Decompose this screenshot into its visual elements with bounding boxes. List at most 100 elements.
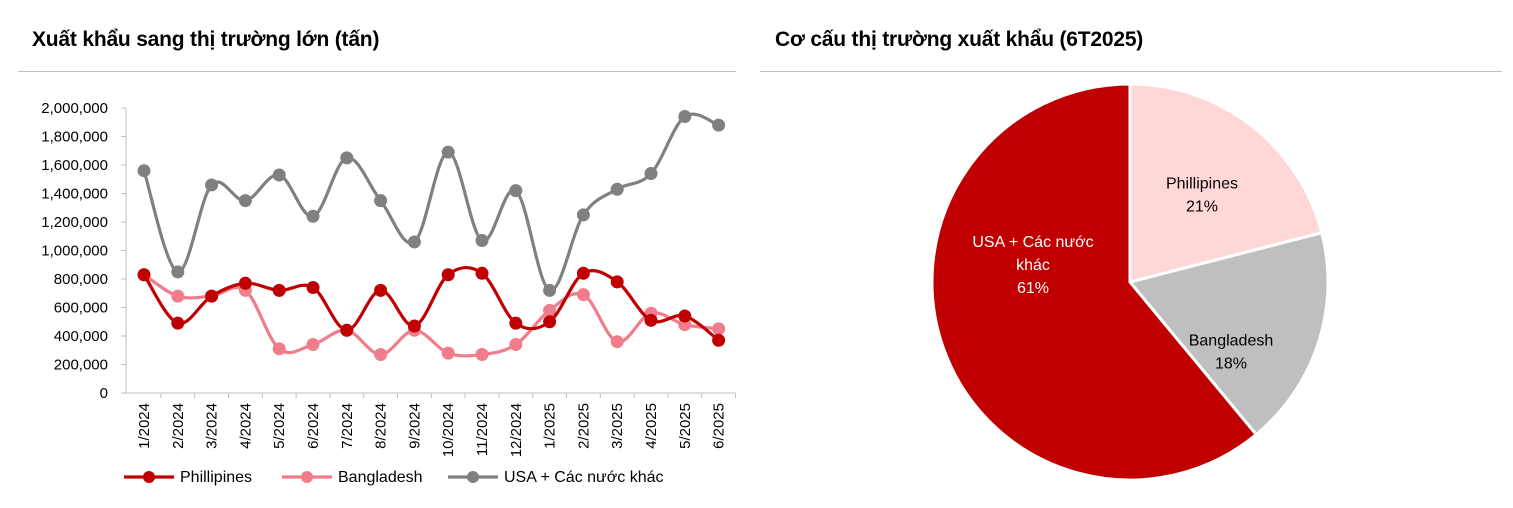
series-line [142, 112, 720, 292]
pie-slice [1128, 82, 1324, 284]
data-point [543, 283, 557, 297]
slice-label: Phillipines 21% [1166, 176, 1238, 216]
data-point [543, 303, 557, 317]
legend-label: Phillipines [180, 469, 252, 486]
x-tick-label: 10/2024 [440, 403, 457, 457]
data-point [610, 182, 624, 196]
data-point [576, 266, 590, 280]
data-point [644, 313, 658, 327]
left-title-divider [18, 71, 736, 72]
y-tick-label: 1,800,000 [41, 129, 108, 146]
data-point [678, 309, 692, 323]
slice-label: Bangladesh 18% [1189, 333, 1274, 373]
data-point [441, 346, 455, 360]
series-2 [137, 110, 726, 297]
x-tick-label: 2/2024 [170, 403, 187, 449]
y-tick-label: 600,000 [54, 300, 108, 317]
y-tick-label: 1,000,000 [41, 243, 108, 260]
data-point [475, 266, 489, 280]
slice-label: USA + Các nước khác 61% [972, 234, 1093, 297]
x-tick-label: 4/2025 [643, 403, 660, 449]
data-point [441, 268, 455, 282]
data-point [509, 184, 523, 198]
y-tick-label: 1,600,000 [41, 157, 108, 174]
data-point [272, 168, 286, 182]
data-point [137, 268, 151, 282]
y-tick-label: 800,000 [54, 271, 108, 288]
x-tick-label: 3/2025 [609, 403, 626, 449]
legend-label: Bangladesh [338, 469, 423, 486]
x-tick-label: 1/2024 [136, 403, 153, 449]
x-tick-label: 4/2024 [237, 403, 254, 449]
data-point [610, 275, 624, 289]
x-tick-label: 6/2025 [711, 403, 728, 449]
data-point [678, 110, 692, 124]
data-point [407, 319, 421, 333]
data-point [374, 348, 388, 362]
data-point [171, 265, 185, 279]
data-point [712, 322, 726, 336]
y-tick-label: 2,000,000 [41, 100, 108, 117]
data-point [712, 333, 726, 347]
data-point [509, 338, 523, 352]
data-point [374, 283, 388, 297]
data-point [712, 118, 726, 132]
legend-label: USA + Các nước khác [504, 469, 664, 486]
data-point [509, 316, 523, 330]
legend-swatch-marker [143, 471, 155, 483]
line-chart-title: Xuất khẩu sang thị trường lớn (tấn) [32, 28, 380, 51]
y-tick-label: 1,200,000 [41, 214, 108, 231]
data-point [644, 167, 658, 181]
y-tick-label: 200,000 [54, 357, 108, 374]
series-0 [137, 265, 726, 347]
data-point [238, 276, 252, 290]
data-point [272, 342, 286, 356]
data-point [576, 288, 590, 302]
x-tick-label: 5/2025 [677, 403, 694, 449]
data-point [171, 316, 185, 330]
data-point [306, 338, 320, 352]
data-point [374, 194, 388, 208]
data-point [205, 289, 219, 303]
data-point [272, 283, 286, 297]
legend-item: USA + Các nước khác [448, 469, 664, 486]
right-title-divider [760, 71, 1502, 72]
data-point [610, 335, 624, 349]
data-point [306, 281, 320, 295]
series-1 [137, 268, 726, 362]
x-tick-label: 9/2024 [406, 403, 423, 449]
y-tick-label: 400,000 [54, 328, 108, 345]
data-point [441, 145, 455, 159]
x-tick-label: 7/2024 [339, 403, 356, 449]
y-tick-label: 1,400,000 [41, 186, 108, 203]
data-point [137, 164, 151, 178]
data-point [475, 348, 489, 362]
legend-swatch-marker [467, 471, 479, 483]
data-point [306, 209, 320, 223]
data-point [576, 208, 590, 222]
data-point [543, 315, 557, 329]
x-tick-label: 6/2024 [305, 403, 322, 449]
data-point [238, 194, 252, 208]
x-tick-label: 5/2024 [271, 403, 288, 449]
x-tick-label: 2/2025 [575, 403, 592, 449]
x-tick-label: 8/2024 [373, 403, 390, 449]
data-point [340, 323, 354, 337]
data-point [475, 234, 489, 248]
x-tick-label: 3/2024 [204, 403, 221, 449]
data-point [205, 178, 219, 192]
pie-slice [1127, 230, 1330, 437]
pie-chart: Phillipines 21% Bangladesh 18% USA + Các nướ… [930, 82, 1330, 482]
legend-swatch-marker [301, 471, 313, 483]
x-tick-label: 12/2024 [508, 403, 525, 457]
pie-chart-title: Cơ cấu thị trường xuất khẩu (6T2025) [775, 28, 1144, 51]
data-point [171, 289, 185, 303]
x-tick-label: 1/2025 [542, 403, 559, 449]
legend-item: Phillipines [124, 469, 252, 486]
legend-item: Bangladesh [282, 469, 423, 486]
y-tick-label: 0 [100, 385, 108, 402]
x-tick-label: 11/2024 [474, 403, 491, 456]
pie-slice [930, 82, 1259, 482]
line-chart: 0 200,000 400,000 600,000 800,000 1,000,000 1,… [41, 100, 736, 486]
data-point [407, 235, 421, 249]
